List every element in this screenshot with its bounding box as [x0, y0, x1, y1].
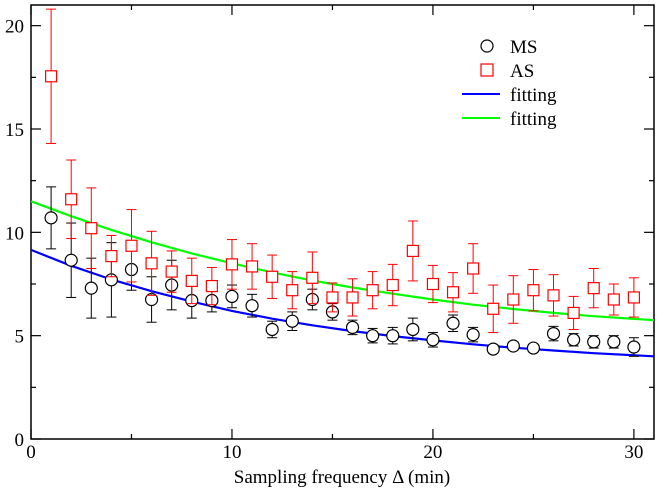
ms-point: [265, 322, 279, 337]
plot-frame: [30, 4, 655, 440]
x-tick-label: 20: [423, 442, 442, 463]
as-point: [266, 270, 279, 283]
ms-point: [587, 335, 601, 349]
as-point: [306, 271, 319, 284]
as-point: [105, 250, 118, 263]
as-point: [85, 222, 98, 235]
as-point: [165, 265, 178, 278]
as-point: [467, 262, 480, 275]
y-tick-label: 15: [5, 120, 24, 141]
ms-point: [466, 328, 480, 342]
ms-point: [426, 333, 440, 347]
legend-marker-ms: [480, 39, 494, 53]
ms-point: [506, 339, 520, 353]
fitting-curve-blue: [30, 248, 655, 358]
as-point: [366, 284, 379, 297]
ms-point: [406, 322, 420, 337]
as-point: [326, 291, 339, 304]
ms-point: [526, 341, 541, 355]
ms-point: [386, 329, 400, 343]
as-point: [487, 302, 500, 315]
ms-point: [285, 314, 299, 328]
legend-label-ms: MS: [510, 37, 537, 58]
as-point: [225, 258, 239, 271]
x-tick-label: 0: [26, 442, 36, 463]
ms-point: [44, 211, 58, 225]
ms-point: [225, 289, 239, 303]
y-tick-label: 10: [5, 223, 24, 244]
legend-label-fitting-green: fitting: [510, 109, 557, 130]
as-point: [65, 193, 78, 206]
as-point: [44, 70, 58, 83]
as-point: [567, 306, 580, 320]
as-point: [527, 284, 540, 297]
as-point: [346, 291, 359, 304]
as-point: [286, 284, 299, 297]
axis-ticks: 0 10 20 30 0 5 10 15 20: [5, 5, 654, 463]
y-tick-label: 0: [15, 430, 25, 451]
fit-curves: [30, 200, 655, 358]
as-point: [205, 279, 218, 293]
as-point: [125, 239, 138, 252]
ms-point: [546, 327, 561, 341]
as-point: [406, 244, 419, 258]
as-point: [386, 278, 399, 292]
as-point: [587, 282, 600, 295]
legend-label-fitting-blue: fitting: [510, 85, 557, 106]
as-point: [627, 291, 641, 304]
ms-point: [345, 320, 360, 334]
as-point: [185, 274, 198, 287]
ms-point: [607, 335, 621, 349]
ms-point: [366, 329, 380, 343]
ms-point: [64, 253, 78, 267]
ms-point: [627, 340, 641, 354]
as-point: [426, 277, 440, 291]
data-markers: [44, 8, 641, 357]
y-tick-label: 20: [5, 17, 24, 38]
as-point: [547, 289, 560, 302]
as-point: [446, 286, 460, 299]
as-point: [145, 257, 158, 270]
fitting-curve-green: [30, 200, 655, 322]
legend-entry-fitting-blue: fitting: [462, 85, 557, 106]
ms-point: [567, 333, 581, 347]
as-point: [607, 293, 620, 306]
legend-marker-as: [480, 63, 494, 77]
as-point: [245, 260, 259, 273]
x-tick-label: 30: [624, 442, 643, 463]
ms-point: [84, 281, 98, 295]
ms-point: [446, 316, 460, 330]
legend-entry-ms: MS: [480, 37, 537, 58]
ms-point: [245, 299, 259, 313]
legend-label-as: AS: [510, 61, 534, 82]
y-tick-label: 5: [15, 327, 25, 348]
legend-entry-as: AS: [480, 61, 534, 82]
legend: MS AS fitting fitting: [462, 37, 557, 130]
x-tick-label: 10: [222, 442, 241, 463]
ms-point: [486, 342, 500, 356]
x-axis-label: Sampling frequency Δ (min): [234, 467, 450, 488]
legend-entry-fitting-green: fitting: [462, 109, 557, 130]
as-point: [507, 293, 520, 306]
